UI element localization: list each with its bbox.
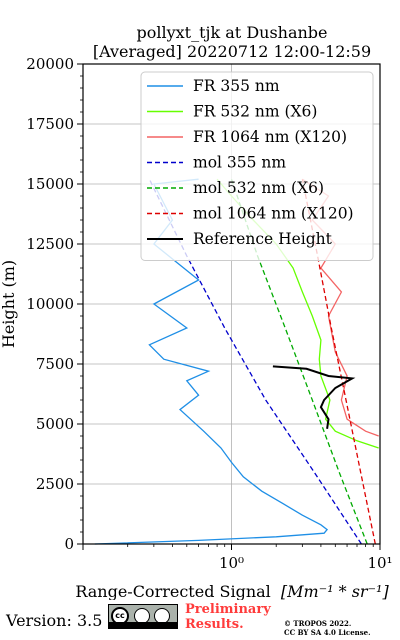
legend-label: FR 532 nm (X6) (193, 103, 317, 121)
ticks: 0 2500 5000 7500 10000 12500 15000 17500 20000 10… (26, 55, 392, 572)
preliminary-results: Preliminary Results. (185, 602, 271, 632)
series-line-0 (94, 178, 329, 545)
legend-label: FR 1064 nm (X120) (193, 128, 347, 146)
y-tick-label: 10000 (26, 295, 74, 313)
legend-label: mol 355 nm (193, 154, 286, 172)
chart-title-line2: [Averaged] 20220712 12:00-12:59 (93, 42, 371, 61)
preliminary-line1: Preliminary (185, 602, 271, 617)
chart-title-line1: pollyxt_tjk at Dushanbe (136, 23, 327, 42)
tropos-line2: CC BY SA 4.0 License. (284, 628, 371, 637)
legend-label: Reference Height (193, 230, 333, 248)
legend: FR 355 nm FR 532 nm (X6) FR 1064 nm (X120)… (140, 71, 374, 261)
tropos-copyright: © TROPOS 2022. CC BY SA 4.0 License. (284, 619, 371, 637)
y-tick-label: 20000 (26, 55, 74, 73)
x-axis-label-unit: [Mm⁻¹ * sr⁻¹] (281, 582, 390, 600)
legend-label: mol 1064 nm (X120) (193, 205, 354, 223)
x-tick-label: 10¹ (367, 554, 392, 572)
y-axis-label: Height (m) (0, 260, 18, 348)
tropos-line1: © TROPOS 2022. (284, 619, 352, 628)
y-tick-label: 17500 (26, 115, 74, 133)
y-tick-label: 0 (64, 535, 74, 553)
y-tick-label: 12500 (26, 235, 74, 253)
legend-box (140, 71, 374, 261)
preliminary-line2: Results. (185, 617, 244, 632)
x-axis-label-text: Range-Corrected Signal (75, 582, 270, 600)
legend-label: mol 532 nm (X6) (193, 179, 324, 197)
x-axis-label: Range-Corrected Signal [Mm⁻¹ * sr⁻¹] (75, 582, 389, 600)
x-tick-label: 10⁰ (219, 554, 244, 572)
y-tick-label: 7500 (36, 355, 74, 373)
version-label: Version: 3.5 (6, 611, 103, 630)
y-tick-label: 15000 (26, 175, 74, 193)
cc-license-badge: cc (108, 604, 178, 629)
y-tick-label: 2500 (36, 475, 74, 493)
badge-strip (109, 622, 177, 628)
y-tick-label: 5000 (36, 415, 74, 433)
chart: pollyxt_tjk at Dushanbe [Averaged] 20220… (0, 23, 393, 600)
series-line-6 (272, 365, 356, 429)
legend-label: FR 355 nm (193, 77, 280, 95)
